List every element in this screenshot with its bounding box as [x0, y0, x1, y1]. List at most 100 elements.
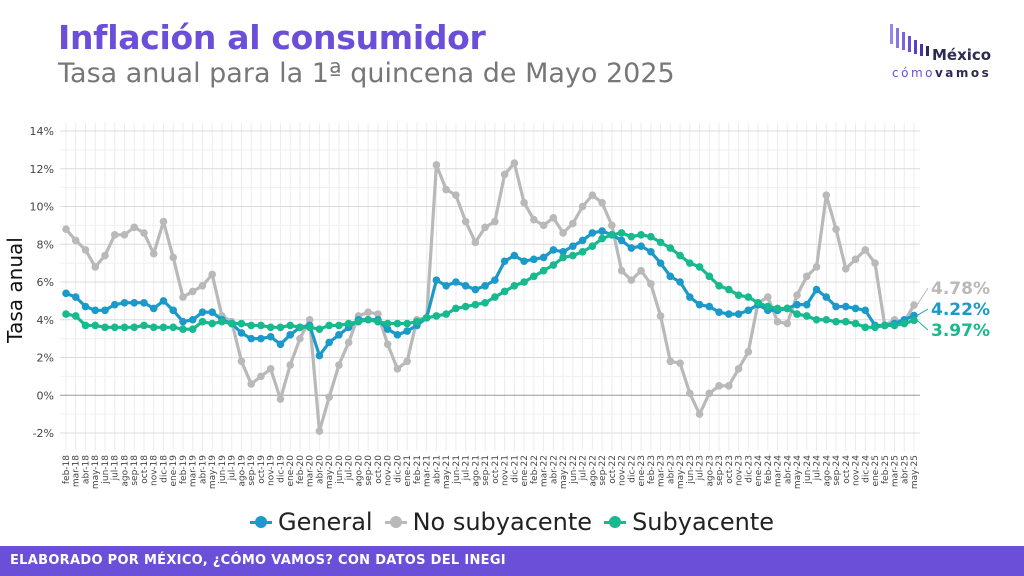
data-point [695, 300, 704, 309]
data-point [413, 317, 421, 326]
data-point [812, 285, 821, 294]
y-tick-label: 2% [37, 352, 54, 365]
data-point [276, 340, 285, 349]
data-point [461, 281, 470, 290]
data-point [559, 229, 567, 237]
data-point [510, 251, 519, 260]
x-tick-label: abr-20 [315, 455, 325, 484]
data-point [880, 321, 889, 330]
data-point [374, 310, 382, 318]
y-tick-label: 12% [30, 163, 54, 176]
x-tick-label: ago-23 [705, 455, 715, 487]
data-point [569, 242, 577, 250]
x-tick-label: feb-24 [764, 455, 774, 484]
data-point [461, 217, 470, 226]
x-tick-label: nov-18 [150, 455, 160, 486]
data-point [354, 317, 363, 326]
data-point [120, 298, 129, 307]
data-point [686, 259, 694, 267]
x-tick-label: abr-24 [783, 455, 793, 484]
x-tick-label: ago-20 [354, 455, 364, 487]
x-tick-label: sep-23 [715, 455, 725, 486]
data-point [159, 217, 168, 226]
data-point [510, 159, 519, 167]
data-point [793, 300, 801, 309]
y-tick-label: 10% [30, 201, 54, 214]
data-point [725, 310, 733, 318]
data-point [335, 331, 343, 339]
data-point [851, 304, 860, 313]
x-tick-label: nov-20 [384, 455, 394, 486]
x-tick-label: nov-22 [618, 455, 628, 486]
data-point [383, 325, 392, 333]
data-point [247, 321, 255, 330]
data-point [247, 334, 255, 343]
data-point [237, 329, 246, 337]
x-tick-label: dic-20 [393, 455, 403, 483]
data-point [861, 246, 870, 254]
x-tick-label: jul-22 [579, 455, 589, 481]
data-point [130, 223, 139, 232]
data-point [266, 323, 275, 332]
data-point [62, 289, 70, 298]
data-point [393, 319, 402, 328]
x-tick-label: feb-25 [881, 455, 891, 484]
x-tick-label: ago-19 [237, 455, 247, 487]
data-point [208, 270, 217, 279]
data-point [588, 229, 597, 237]
data-point [822, 315, 831, 324]
x-tick-label: ago-24 [822, 455, 832, 487]
legend-swatch [249, 515, 272, 529]
data-point [686, 389, 694, 398]
data-point [266, 365, 275, 373]
data-point [754, 298, 762, 307]
x-tick-label: sep-20 [364, 455, 374, 486]
x-tick-label: may-21 [442, 455, 452, 489]
data-point [91, 263, 100, 271]
data-point [725, 285, 733, 294]
data-point [315, 351, 324, 360]
data-point [140, 321, 148, 330]
x-tick-label: feb-23 [647, 455, 657, 484]
x-tick-label: abr-25 [900, 455, 910, 484]
data-point [569, 251, 577, 260]
data-point [491, 293, 499, 301]
data-point [598, 234, 606, 243]
x-tick-label: dic-19 [276, 455, 286, 483]
x-tick-label: feb-20 [296, 455, 306, 484]
x-tick-label: mar-24 [774, 455, 784, 487]
page-title: Inflación al consumidor [58, 18, 486, 57]
data-point [744, 348, 753, 356]
x-tick-label: may-24 [793, 455, 803, 489]
data-point [237, 319, 246, 328]
x-tick-label: mar-19 [189, 455, 199, 487]
data-point [500, 170, 509, 179]
data-point [101, 251, 109, 260]
data-point [71, 236, 80, 245]
x-tick-label: ene-20 [286, 455, 296, 487]
data-point [705, 389, 714, 398]
label-leader [916, 319, 929, 331]
data-point [81, 246, 90, 254]
data-point [452, 304, 460, 313]
data-point [559, 253, 567, 262]
data-point [608, 221, 616, 230]
data-point [861, 306, 870, 315]
data-point [81, 321, 90, 330]
data-point [364, 315, 372, 324]
data-point [266, 332, 275, 341]
data-point [725, 382, 733, 390]
y-tick-label: 4% [37, 314, 54, 327]
data-point [452, 191, 460, 199]
data-point [325, 393, 333, 401]
data-point [491, 217, 499, 226]
chart-series [62, 159, 918, 435]
data-point [588, 242, 597, 250]
data-point [344, 338, 353, 347]
x-tick-label: jul-23 [696, 455, 706, 481]
data-point [383, 319, 392, 328]
data-point [676, 251, 684, 260]
data-point [676, 359, 684, 367]
x-tick-label: ene-25 [871, 455, 881, 486]
series-line [65, 231, 915, 331]
